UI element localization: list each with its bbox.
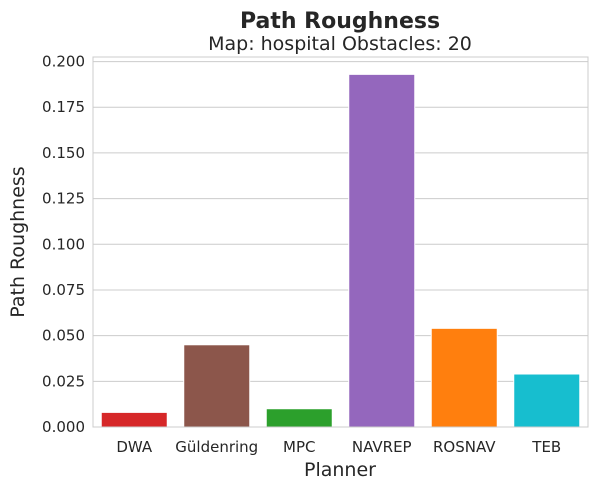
x-tick-label: ROSNAV bbox=[433, 438, 496, 456]
y-tick-label: 0.000 bbox=[42, 418, 85, 436]
bar-navrep bbox=[348, 73, 416, 428]
chart-subtitle: Map: hospital Obstacles: 20 bbox=[208, 33, 472, 55]
y-tick-label: 0.100 bbox=[42, 235, 85, 253]
chart-title: Path Roughness bbox=[240, 9, 440, 34]
bar-dwa bbox=[100, 411, 168, 428]
x-tick-label: MPC bbox=[283, 438, 315, 456]
bar-rosnav bbox=[430, 327, 498, 428]
x-tick-label: DWA bbox=[116, 438, 153, 456]
x-tick-label: NAVREP bbox=[352, 438, 412, 456]
y-tick-label: 0.200 bbox=[42, 53, 85, 71]
bar-g-ldenring bbox=[183, 344, 251, 428]
y-tick-label: 0.050 bbox=[42, 327, 85, 345]
y-tick-label: 0.150 bbox=[42, 144, 85, 162]
bar-teb bbox=[513, 373, 581, 428]
x-tick-labels: DWA Güldenring MPC NAVREP ROSNAV TEB bbox=[116, 438, 561, 456]
plot-frame bbox=[92, 56, 589, 428]
y-gridlines bbox=[93, 61, 588, 428]
y-tick-label: 0.025 bbox=[42, 372, 85, 390]
y-axis-label: Path Roughness bbox=[7, 166, 29, 317]
x-axis-label: Planner bbox=[304, 459, 376, 481]
y-tick-label: 0.075 bbox=[42, 281, 85, 299]
bar-mpc bbox=[265, 408, 333, 428]
x-tick-label: Güldenring bbox=[175, 438, 258, 456]
bars bbox=[100, 73, 581, 428]
y-tick-label: 0.175 bbox=[42, 98, 85, 116]
y-tick-label: 0.125 bbox=[42, 190, 85, 208]
x-tick-label: TEB bbox=[531, 438, 561, 456]
y-tick-labels: 0.000 0.025 0.050 0.075 0.100 0.125 0.150 0.175… bbox=[42, 53, 85, 436]
